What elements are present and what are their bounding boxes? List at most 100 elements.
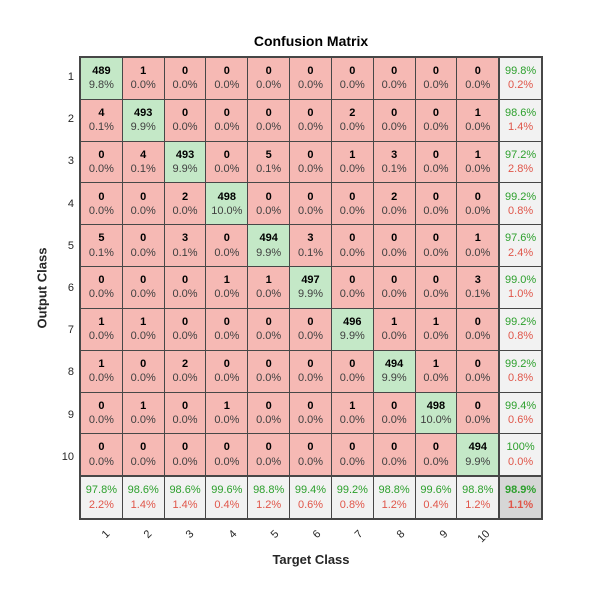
cell-output6-target10: 3 0.1%	[457, 267, 500, 309]
cell-output1-target10: 0 0.0%	[457, 58, 500, 100]
cell-text: 0.1%	[172, 246, 198, 259]
y-tick-6: 6	[67, 281, 74, 294]
cell-text: 98.6%	[504, 106, 537, 119]
cell-text: 1	[349, 148, 356, 161]
cell-text: 0.0%	[297, 204, 324, 217]
cell-text: 0.6%	[508, 413, 534, 426]
cell-text: 0.0%	[339, 246, 365, 259]
cell-text: 0.0%	[172, 413, 198, 426]
cell-text: 0.0%	[256, 330, 282, 343]
cell-text: 1	[391, 316, 398, 329]
cell-text: 0.0%	[339, 163, 365, 176]
cell-text: 99.2%	[504, 316, 537, 329]
cell-text: 0.1%	[465, 288, 491, 301]
cell-output4-target10: 0 0.0%	[457, 183, 500, 226]
cell-output5-target4: 0 0.0%	[206, 225, 249, 268]
cell-text: 0.0%	[88, 204, 114, 217]
cell-text: 4	[98, 106, 105, 119]
cell-text: 0	[223, 65, 230, 78]
cell-text: 0.0%	[130, 79, 156, 92]
cell-text: 0.0%	[381, 246, 407, 259]
cell-text: 0.0%	[130, 204, 156, 217]
cell-text: 0	[391, 232, 398, 245]
cell-text: 5	[98, 232, 105, 245]
col-summary-6: 99.4% 0.6%	[290, 476, 332, 518]
cell-output4-target6: 0 0.0%	[290, 183, 332, 226]
cell-output9-target8: 0 0.0%	[373, 392, 416, 435]
cell-output7-target1: 1 0.0%	[81, 308, 123, 351]
cell-text: 0.0%	[339, 288, 365, 301]
cell-text: 0.0%	[172, 204, 198, 217]
cell-text: 0	[223, 148, 230, 161]
cell-text: 0	[181, 274, 189, 287]
cell-text: 0.0%	[381, 330, 407, 343]
cell-text: 0	[307, 106, 314, 119]
cell-output7-target5: 0 0.0%	[248, 308, 291, 351]
cell-text: 0	[474, 190, 481, 203]
cell-text: 494	[384, 357, 404, 370]
cell-output7-target8: 1 0.0%	[373, 308, 416, 351]
cell-text: 0.0%	[130, 330, 156, 343]
cell-text: 1.2%	[465, 498, 491, 511]
cell-text: 0.0%	[465, 204, 491, 217]
cell-text: 0.0%	[130, 372, 156, 385]
cell-text: 1.2%	[381, 498, 407, 511]
cell-text: 0	[307, 399, 314, 412]
row-summary-9: 99.4% 0.6%	[499, 392, 541, 435]
cell-text: 99.4%	[504, 399, 537, 412]
chart-title: Confusion Matrix	[253, 33, 369, 49]
cell-text: 0.0%	[256, 204, 282, 217]
overall-accuracy-cell: 98.9% 1.1%	[499, 476, 541, 518]
cell-text: 97.8%	[85, 484, 117, 497]
cell-text: 0.0%	[256, 372, 282, 385]
cell-text: 0.0%	[423, 330, 449, 343]
cell-text: 0	[474, 399, 481, 412]
cell-text: 0	[391, 399, 398, 412]
cell-text: 1.4%	[508, 121, 534, 134]
cell-text: 0	[349, 441, 356, 454]
cell-text: 1	[265, 274, 272, 287]
cell-text: 99.0%	[504, 274, 537, 287]
cell-text: 0.0%	[172, 372, 198, 385]
cell-output5-target8: 0 0.0%	[373, 225, 416, 268]
cell-text: 0.0%	[339, 372, 365, 385]
cell-text: 0.8%	[508, 330, 534, 343]
cell-text: 0.0%	[423, 455, 449, 468]
cell-output10-target4: 0 0.0%	[206, 434, 249, 477]
cell-text: 0	[432, 232, 439, 245]
cell-output5-target10: 1 0.0%	[457, 225, 500, 268]
cell-text: 1	[98, 316, 105, 329]
col-summary-10: 98.8% 1.2%	[457, 476, 500, 518]
x-axis-label: Target Class	[272, 552, 350, 567]
cell-text: 0.0%	[465, 246, 491, 259]
cell-text: 0.8%	[508, 372, 534, 385]
y-tick-7: 7	[67, 324, 74, 337]
cell-text: 0	[391, 65, 398, 78]
cell-text: 0	[181, 65, 189, 78]
cell-text: 3	[307, 232, 314, 245]
cell-text: 0	[181, 316, 189, 329]
cell-text: 99.4%	[294, 484, 327, 497]
cell-text: 2	[349, 106, 356, 119]
col-summary-9: 99.6% 0.4%	[415, 476, 458, 518]
cell-text: 0.0%	[172, 79, 198, 92]
cell-output10-target10: 494 9.9%	[457, 434, 500, 477]
cell-text: 1	[474, 148, 481, 161]
cell-text: 0.0%	[256, 79, 282, 92]
cell-text: 0.0%	[88, 330, 114, 343]
cell-output1-target4: 0 0.0%	[206, 58, 249, 100]
cell-text: 99.2%	[504, 357, 537, 370]
cell-text: 0.0%	[423, 204, 449, 217]
cell-output9-target6: 0 0.0%	[290, 392, 332, 435]
cell-text: 0	[307, 148, 314, 161]
col-summary-1: 97.8% 2.2%	[81, 476, 123, 518]
cell-text: 0	[98, 399, 105, 412]
cell-text: 0	[349, 357, 356, 370]
cell-output7-target6: 0 0.0%	[290, 308, 332, 351]
cell-text: 3	[181, 232, 189, 245]
col-summary-5: 98.8% 1.2%	[248, 476, 291, 518]
cell-text: 0	[391, 274, 398, 287]
cell-output8-target3: 2 0.0%	[164, 350, 207, 393]
cell-text: 0.4%	[214, 498, 240, 511]
cell-output10-target1: 0 0.0%	[81, 434, 123, 477]
